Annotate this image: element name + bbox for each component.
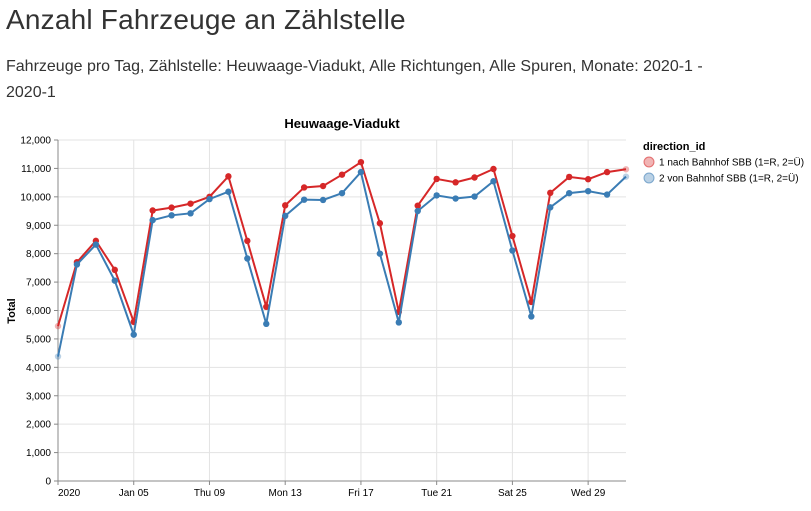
data-point — [149, 207, 156, 214]
page-subtitle: Fahrzeuge pro Tag, Zählstelle: Heuwaage-… — [6, 58, 703, 101]
y-tick-label: 10,000 — [20, 192, 51, 203]
data-point — [603, 191, 611, 198]
y-tick-label: 0 — [45, 477, 51, 488]
data-point — [357, 158, 365, 166]
y-tick-label: 7,000 — [26, 278, 51, 289]
y-axis-title: Total — [6, 298, 18, 323]
data-point — [187, 210, 194, 217]
y-tick-label: 5,000 — [26, 334, 51, 345]
data-point — [92, 241, 100, 248]
data-point — [622, 173, 630, 180]
data-point — [187, 200, 194, 207]
data-point — [566, 189, 573, 197]
legend-label: 2 von Bahnhof SBB (1=R, 2=Ü) — [659, 173, 799, 185]
x-tick-label: Wed 29 — [571, 488, 606, 499]
data-point — [622, 166, 630, 173]
chart-title: Heuwaage-Viadukt — [284, 116, 400, 131]
data-point — [376, 220, 384, 227]
series-line-1 — [57, 160, 627, 327]
y-tick-label: 3,000 — [26, 391, 51, 402]
y-tick-label: 9,000 — [26, 221, 51, 232]
data-point — [452, 195, 459, 202]
x-tick-label: Mon 13 — [269, 488, 303, 499]
data-point — [149, 216, 156, 224]
x-tick-label: Jan 05 — [119, 488, 149, 499]
x-tick-label: Fri 17 — [348, 488, 374, 499]
y-tick-label: 6,000 — [26, 306, 51, 317]
data-point — [54, 322, 62, 330]
data-point — [338, 171, 346, 178]
data-point — [111, 277, 119, 284]
x-tick-label: Tue 21 — [421, 488, 452, 499]
legend-label: 1 nach Bahnhof SBB (1=R, 2=Ü) — [659, 157, 804, 169]
data-point — [244, 255, 251, 262]
data-point — [509, 247, 516, 254]
data-point — [414, 207, 421, 215]
data-point — [73, 261, 81, 268]
data-point — [111, 266, 119, 274]
x-tick-label: Thu 09 — [194, 488, 226, 499]
data-point — [547, 204, 554, 211]
data-point — [357, 168, 365, 176]
data-point — [263, 303, 270, 311]
data-point — [528, 313, 535, 320]
data-point — [263, 320, 270, 328]
legend: direction_id 1 nach Bahnhof SBB (1=R, 2=… — [643, 141, 804, 185]
legend-title: direction_id — [643, 141, 705, 153]
data-point — [319, 182, 327, 190]
data-point — [300, 184, 308, 191]
page-title: Anzahl Fahrzeuge an Zählstelle — [6, 4, 406, 35]
data-point — [130, 331, 137, 338]
y-tick-label: 12,000 — [20, 136, 51, 147]
data-point — [395, 319, 402, 326]
data-point — [168, 204, 175, 211]
axes: 0 1,000 2,000 3,000 4,000 5,000 6,000 7,000 8,00… — [20, 136, 626, 499]
data-point — [225, 188, 232, 195]
data-point — [490, 178, 497, 185]
data-point — [471, 193, 478, 200]
y-tick-label: 2,000 — [26, 420, 51, 431]
data-point — [433, 192, 440, 199]
data-point — [282, 212, 289, 220]
data-point — [584, 187, 592, 195]
x-tick-label: 2020 — [58, 488, 81, 499]
data-point — [584, 176, 592, 183]
data-point — [414, 202, 421, 209]
y-tick-label: 1,000 — [26, 448, 51, 459]
data-point — [338, 189, 346, 197]
data-point — [603, 168, 611, 176]
data-point — [282, 202, 289, 209]
y-tick-label: 8,000 — [26, 249, 51, 260]
data-point — [452, 179, 459, 186]
data-point — [547, 189, 554, 197]
y-tick-label: 4,000 — [26, 363, 51, 374]
series-lines — [54, 158, 630, 360]
data-point — [244, 237, 251, 245]
legend-symbol — [643, 172, 655, 184]
data-point — [433, 175, 440, 183]
data-point — [490, 165, 497, 173]
data-point — [471, 174, 478, 181]
data-point — [319, 196, 327, 204]
data-point — [206, 195, 213, 203]
y-tick-label: 11,000 — [21, 164, 51, 175]
data-point — [54, 353, 62, 360]
legend-symbol — [643, 156, 655, 168]
data-point — [225, 173, 232, 180]
data-point — [168, 212, 175, 219]
data-point — [509, 232, 516, 240]
data-point — [566, 173, 573, 181]
data-point — [376, 250, 384, 257]
x-tick-label: Sat 25 — [498, 488, 527, 499]
data-point — [300, 196, 308, 203]
